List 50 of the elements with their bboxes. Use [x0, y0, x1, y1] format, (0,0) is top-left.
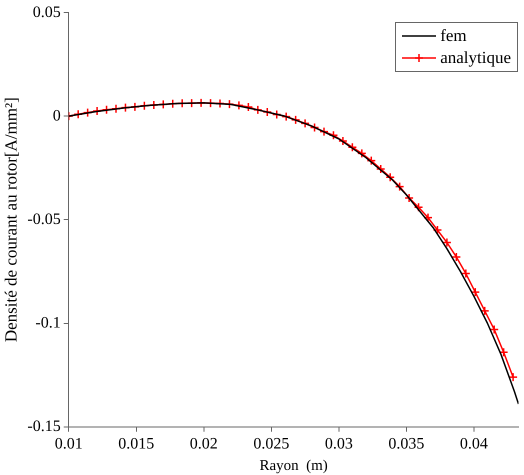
point: [234, 100, 244, 110]
point: [385, 172, 395, 182]
point: [111, 104, 121, 114]
point: [253, 105, 263, 115]
point: [338, 136, 348, 146]
point: [300, 118, 310, 128]
legend-label: analytique: [440, 47, 511, 69]
y-tick-label: 0.05: [32, 4, 61, 21]
y-tick-label: 0: [52, 107, 61, 124]
point: [348, 142, 358, 152]
x-tick-label: 0.015: [118, 436, 154, 453]
x-tick-label: 0.04: [460, 436, 488, 453]
point: [319, 126, 329, 136]
point: [92, 106, 102, 116]
point: [130, 102, 140, 112]
point: [394, 182, 404, 192]
point: [404, 193, 414, 203]
point: [423, 212, 433, 222]
point: [73, 110, 83, 120]
y-tick-label: -0.1: [35, 314, 61, 332]
point: [366, 156, 376, 166]
point: [272, 110, 282, 120]
x-tick-label: 0.02: [190, 436, 218, 453]
x-axis-title: Rayon (m): [259, 458, 328, 474]
point: [414, 202, 424, 212]
point: [452, 252, 462, 262]
y-axis-title: Densité de courant au rotor[A/mm²]: [2, 97, 21, 342]
y-tick-label: -0.15: [27, 418, 61, 436]
point: [489, 324, 499, 334]
x-tick-label: 0.025: [253, 436, 290, 453]
legend-label: fem: [440, 25, 467, 47]
point: [262, 107, 272, 117]
point: [281, 112, 291, 122]
point: [442, 238, 452, 248]
point: [376, 164, 386, 174]
y-tick-label: -0.05: [27, 210, 61, 228]
point: [310, 122, 320, 132]
point: [357, 148, 367, 158]
point: [120, 102, 130, 112]
point: [432, 225, 442, 235]
point: [328, 130, 338, 140]
x-tick-label: 0.035: [388, 436, 424, 453]
point: [470, 287, 480, 297]
point: [480, 306, 490, 316]
point: [461, 268, 471, 278]
point: [290, 115, 300, 125]
point: [508, 372, 518, 382]
x-tick-label: 0.01: [54, 436, 83, 453]
point: [82, 108, 92, 118]
x-tick-label: 0.03: [324, 436, 353, 453]
